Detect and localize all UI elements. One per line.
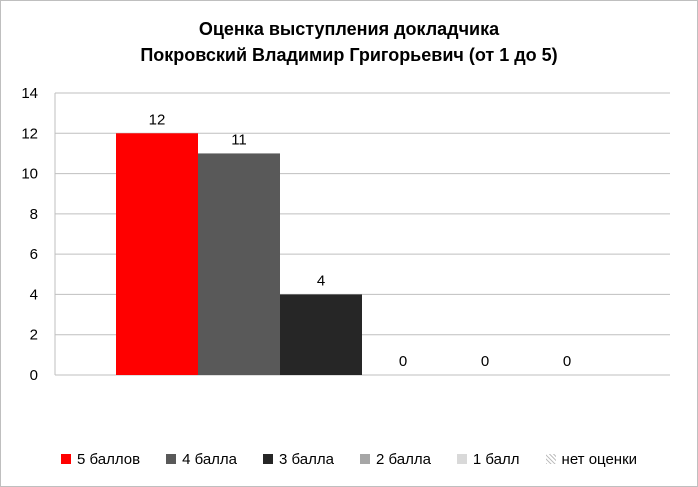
y-tick-label: 14: [21, 85, 38, 102]
legend-item: 2 балла: [359, 450, 431, 468]
legend-swatch: [359, 454, 370, 464]
data-label: 11: [231, 131, 247, 148]
legend-item: 5 баллов: [60, 450, 141, 468]
legend-item: 4 балла: [166, 451, 237, 468]
legend-swatch: [263, 454, 274, 464]
data-label: 4: [317, 272, 325, 289]
legend-label: 2 балла: [375, 450, 431, 468]
legend-label: нет оценки: [561, 450, 638, 468]
data-label: 0: [481, 353, 489, 370]
bar: [116, 133, 198, 375]
y-tick-label: 4: [30, 286, 38, 303]
bar: [198, 153, 280, 375]
legend-swatch: [456, 454, 467, 464]
legend-item: нет оценки: [545, 450, 638, 468]
legend-item: 1 балл: [456, 450, 520, 468]
y-tick-label: 0: [30, 367, 38, 384]
y-tick-label: 12: [21, 125, 38, 142]
legend-swatch: [60, 454, 71, 464]
y-tick-label: 10: [21, 166, 38, 183]
data-label: 0: [563, 353, 571, 370]
chart-title: Оценка выступления докладчика Покровский…: [0, 16, 698, 68]
data-label: 0: [399, 353, 407, 370]
chart-title-line-2: Покровский Владимир Григорьевич (от 1 до…: [140, 45, 558, 65]
legend-label: 3 балла: [279, 450, 334, 468]
bar: [280, 294, 362, 375]
legend-label: 5 баллов: [76, 450, 141, 468]
legend-label: 1 балл: [472, 450, 520, 468]
y-tick-label: 6: [30, 246, 38, 263]
y-tick-label: 8: [30, 206, 38, 223]
data-label: 12: [149, 111, 166, 128]
chart-title-line-1: Оценка выступления докладчика: [198, 19, 500, 39]
legend: 5 баллов 4 балла 3 балла 2 балла 1 балл нет о…: [0, 447, 698, 471]
y-tick-label: 2: [30, 327, 38, 344]
legend-swatch: [166, 454, 177, 464]
legend-swatch: [545, 454, 556, 464]
legend-item: 3 балла: [263, 451, 334, 468]
legend-label: 4 балла: [182, 450, 238, 468]
